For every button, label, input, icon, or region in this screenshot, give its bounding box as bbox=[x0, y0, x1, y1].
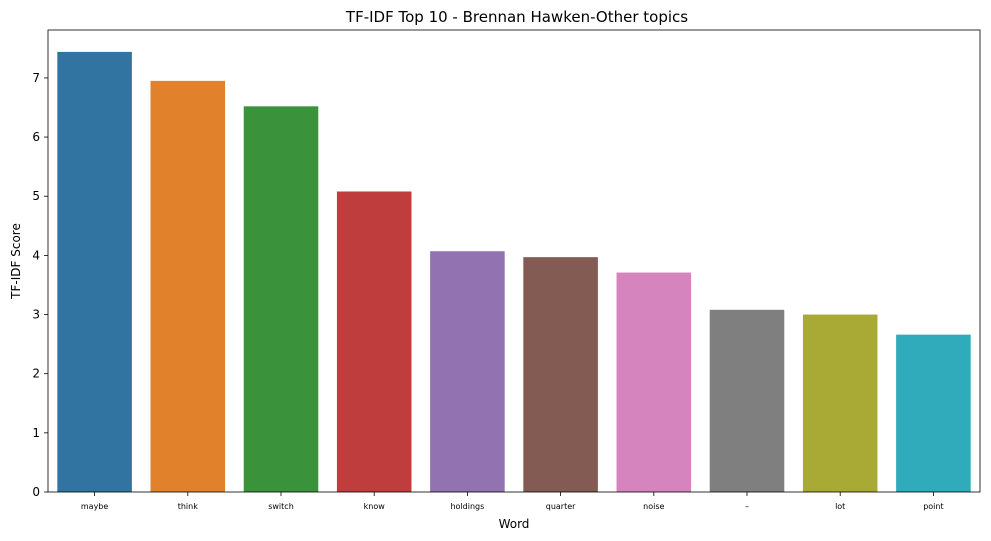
bar-6 bbox=[523, 257, 598, 492]
x-tick-label: noise bbox=[643, 502, 664, 511]
y-tick-label: 1 bbox=[32, 426, 40, 440]
y-tick-label: 6 bbox=[32, 130, 40, 144]
x-tick-label: holdings bbox=[450, 502, 484, 511]
x-tick-label: know bbox=[364, 502, 386, 511]
y-tick-label: 5 bbox=[32, 189, 40, 203]
chart-title: TF-IDF Top 10 - Brennan Hawken-Other top… bbox=[345, 8, 688, 26]
x-tick-label: switch bbox=[268, 502, 294, 511]
x-axis-ticks: maybe think switch know holdings quarter noise… bbox=[81, 492, 944, 511]
bars-group bbox=[57, 51, 971, 493]
x-tick-label: think bbox=[178, 502, 199, 511]
x-tick-label: maybe bbox=[81, 502, 109, 511]
y-tick-label: 3 bbox=[32, 308, 40, 322]
plot-area-frame bbox=[47, 29, 981, 493]
y-axis-ticks: 0 1 2 3 4 5 6 7 bbox=[32, 71, 48, 499]
x-tick-label: quarter bbox=[546, 502, 576, 511]
bar-1 bbox=[57, 51, 132, 492]
bar-5 bbox=[430, 251, 505, 492]
x-axis-label: Word bbox=[499, 517, 530, 531]
x-tick-label: point bbox=[923, 502, 943, 511]
y-tick-label: 2 bbox=[32, 367, 40, 381]
y-tick-label: 0 bbox=[32, 485, 40, 499]
bar-2 bbox=[150, 80, 226, 493]
bar-9 bbox=[802, 314, 878, 492]
x-tick-label: lot bbox=[835, 502, 845, 511]
bar-10 bbox=[896, 334, 971, 492]
bar-4 bbox=[336, 191, 412, 493]
y-axis-label: TF-IDF Score bbox=[9, 223, 23, 300]
bar-7 bbox=[616, 272, 692, 492]
y-tick-label: 4 bbox=[32, 248, 40, 262]
bar-3 bbox=[243, 106, 319, 492]
x-tick-label: – bbox=[745, 502, 749, 511]
bar-8 bbox=[709, 309, 785, 492]
y-tick-label: 7 bbox=[32, 71, 40, 85]
